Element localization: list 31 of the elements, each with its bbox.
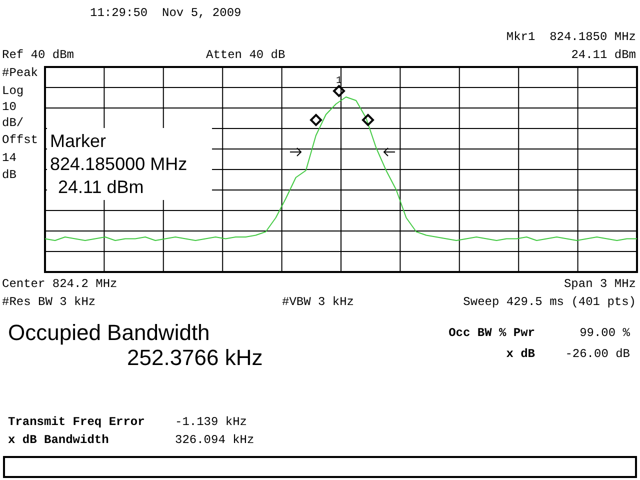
text: Span 3 MHz — [564, 277, 636, 291]
text: dB — [2, 168, 16, 182]
text: dB/ — [2, 116, 24, 130]
text: 252.3766 kHz — [127, 345, 263, 370]
text: Sweep 429.5 ms (401 pts) — [463, 295, 636, 309]
text: 10 — [2, 100, 16, 114]
text: Atten 40 dB — [206, 48, 286, 62]
text: Mkr1 824.1850 MHz — [506, 30, 636, 44]
text: Log — [2, 84, 24, 98]
text: Center 824.2 MHz — [2, 277, 118, 291]
text: 99.00 % — [580, 326, 631, 340]
text: Occupied Bandwidth — [8, 320, 210, 345]
text: -26.00 dB — [565, 347, 630, 361]
annotation: 24.11 dBm — [58, 177, 144, 197]
annotation: Marker — [50, 131, 106, 151]
text: #VBW 3 kHz — [282, 295, 354, 309]
text: 14 — [2, 151, 16, 165]
text: 1 — [336, 76, 342, 87]
text: 326.094 kHz — [175, 433, 254, 447]
text: x dB Bandwidth — [8, 433, 109, 447]
text: -1.139 kHz — [175, 415, 248, 429]
text: #Res BW 3 kHz — [2, 295, 96, 309]
text: Ref 40 dBm — [2, 48, 74, 62]
annotation: 824.185000 MHz — [50, 154, 188, 174]
text: x dB — [506, 347, 535, 361]
text: Occ BW % Pwr — [448, 326, 535, 340]
text: Transmit Freq Error — [8, 415, 145, 429]
text: 11:29:50 Nov 5, 2009 — [90, 6, 242, 20]
text: 24.11 dBm — [571, 48, 636, 62]
text: #Peak — [2, 66, 38, 80]
text: Offst — [2, 133, 38, 147]
